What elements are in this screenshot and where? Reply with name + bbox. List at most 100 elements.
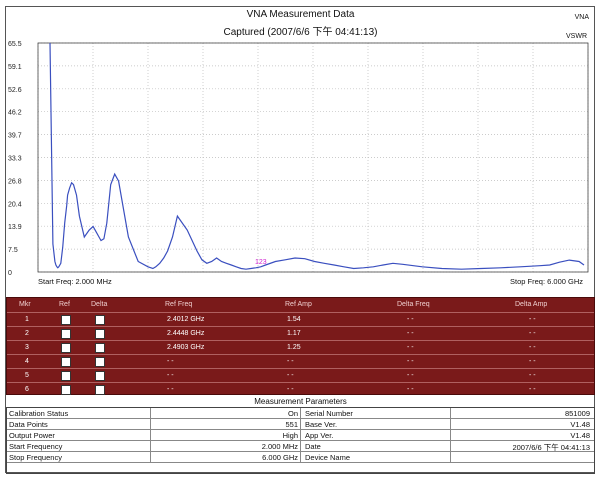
y-tick-label: 7.5 — [8, 247, 18, 254]
column-divider — [450, 408, 451, 418]
param-value: V1.48 — [570, 431, 590, 440]
marker-delta-freq: - - — [407, 358, 414, 365]
delta-checkbox[interactable] — [95, 385, 105, 395]
y-tick-label: 0 — [8, 270, 12, 277]
marker-delta-freq: - - — [407, 330, 414, 337]
marker-table-header: Mkr Ref Delta Ref Freq Ref Amp Delta Fre… — [7, 298, 594, 311]
ref-checkbox[interactable] — [61, 357, 71, 367]
column-divider — [150, 408, 151, 418]
param-value: 851009 — [564, 409, 590, 418]
column-divider — [300, 430, 301, 440]
marker-delta-freq: - - — [407, 316, 414, 323]
param-label: Calibration Status — [9, 409, 69, 418]
column-divider — [150, 430, 151, 440]
marker-ref-amp: 1.17 — [287, 330, 301, 337]
marker-delta-freq: - - — [407, 372, 414, 379]
marker-row: 5 - - - - - - - - — [7, 368, 594, 382]
params-title: Measurement Parameters — [254, 397, 347, 406]
column-divider — [150, 452, 151, 462]
vswr-chart: 65.5 59.1 52.6 46.2 39.7 33.3 26.8 20.4 13.9 7.5 0… — [8, 41, 589, 277]
marker-row: 6 - - - - - - - - — [7, 382, 594, 396]
param-row: Stop Frequency 6.000 GHz Device Name — [7, 452, 594, 463]
param-label: Base Ver. — [305, 420, 338, 429]
y-tick-label: 59.1 — [8, 64, 22, 71]
marker-ref-amp: 1.25 — [287, 344, 301, 351]
col-delta-freq: Delta Freq — [397, 301, 430, 308]
param-value: On — [287, 409, 298, 418]
marker-number: 5 — [25, 372, 29, 379]
delta-checkbox[interactable] — [95, 315, 105, 325]
param-label: Serial Number — [305, 409, 353, 418]
delta-checkbox[interactable] — [95, 371, 105, 381]
brand-label: VNA — [574, 14, 589, 21]
ref-checkbox[interactable] — [61, 329, 71, 339]
y-tick-labels: 65.5 59.1 52.6 46.2 39.7 33.3 26.8 20.4 13.9 7.5 0 — [8, 41, 22, 277]
stop-freq-label: Stop Freq: 6.000 GHz — [510, 277, 583, 286]
col-ref-amp: Ref Amp — [285, 301, 312, 308]
ref-checkbox[interactable] — [61, 371, 71, 381]
marker-ref-amp: 1.54 — [287, 316, 301, 323]
column-divider — [450, 452, 451, 462]
marker-ref-amp: - - — [287, 372, 294, 379]
column-divider — [300, 419, 301, 429]
marker-ref-freq: 2.4012 GHz — [167, 316, 205, 323]
report-title: VNA Measurement Data — [246, 9, 355, 20]
marker-number: 2 — [25, 330, 29, 337]
col-ref: Ref — [59, 301, 70, 308]
marker-ref-freq: - - — [167, 358, 174, 365]
ref-checkbox[interactable] — [61, 385, 71, 395]
marker-delta-amp: - - — [529, 386, 536, 393]
param-value: 6.000 GHz — [262, 453, 298, 462]
param-label: Data Points — [9, 420, 48, 429]
marker-ref-freq: - - — [167, 372, 174, 379]
ref-checkbox[interactable] — [61, 315, 71, 325]
y-tick-label: 39.7 — [8, 133, 22, 140]
marker-delta-amp: - - — [529, 330, 536, 337]
delta-checkbox[interactable] — [95, 357, 105, 367]
delta-checkbox[interactable] — [95, 329, 105, 339]
report-frame — [5, 6, 595, 473]
marker-row: 3 2.4903 GHz 1.25 - - - - — [7, 340, 594, 354]
param-label: App Ver. — [305, 431, 334, 440]
params-table: Calibration Status On Serial Number 851009 D… — [6, 407, 595, 474]
marker-label: 123 — [255, 259, 267, 266]
marker-ref-amp: - - — [287, 358, 294, 365]
param-value: High — [282, 431, 298, 440]
marker-delta-amp: - - — [529, 344, 536, 351]
marker-ref-freq: 2.4448 GHz — [167, 330, 205, 337]
marker-delta-amp: - - — [529, 358, 536, 365]
marker-number: 4 — [25, 358, 29, 365]
y-tick-label: 13.9 — [8, 224, 22, 231]
column-divider — [300, 408, 301, 418]
param-row-empty — [7, 463, 594, 473]
marker-delta-freq: - - — [407, 344, 414, 351]
param-value: 2007/6/6 下午 04:41:13 — [512, 443, 590, 452]
param-label: Date — [305, 442, 321, 451]
marker-delta-amp: - - — [529, 316, 536, 323]
marker-row: 4 - - - - - - - - — [7, 354, 594, 368]
y-tick-label: 20.4 — [8, 201, 22, 208]
column-divider — [150, 441, 151, 451]
col-ref-freq: Ref Freq — [165, 301, 193, 308]
param-value: V1.48 — [570, 420, 590, 429]
param-row: Data Points 551 Base Ver. V1.48 — [7, 419, 594, 430]
mode-label: VSWR — [566, 33, 587, 40]
param-label: Start Frequency — [9, 442, 63, 451]
marker-ref-freq: - - — [167, 386, 174, 393]
chart-grid — [37, 42, 589, 273]
column-divider — [300, 452, 301, 462]
param-row: Output Power High App Ver. V1.48 — [7, 430, 594, 441]
marker-table: Mkr Ref Delta Ref Freq Ref Amp Delta Fre… — [6, 297, 595, 395]
y-tick-label: 33.3 — [8, 156, 22, 163]
marker-row: 1 2.4012 GHz 1.54 - - - - — [7, 312, 594, 326]
column-divider — [150, 419, 151, 429]
marker-number: 3 — [25, 344, 29, 351]
param-label: Device Name — [305, 453, 351, 462]
y-tick-label: 46.2 — [8, 110, 22, 117]
marker-delta-amp: - - — [529, 372, 536, 379]
marker-number: 6 — [25, 386, 29, 393]
y-tick-label: 65.5 — [8, 41, 22, 48]
ref-checkbox[interactable] — [61, 343, 71, 353]
delta-checkbox[interactable] — [95, 343, 105, 353]
y-tick-label: 26.8 — [8, 178, 22, 185]
